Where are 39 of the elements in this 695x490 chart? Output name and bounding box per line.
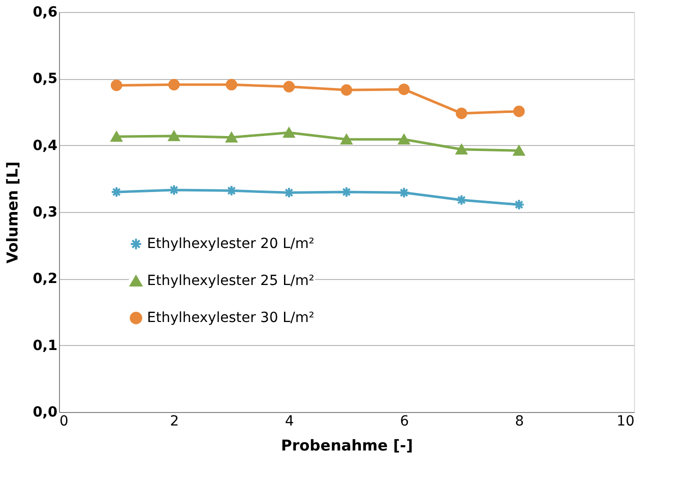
point: [398, 84, 410, 96]
point: [226, 132, 238, 142]
point: [340, 134, 352, 144]
y-axis-title: Volumen [L]: [4, 162, 22, 264]
point: [340, 84, 352, 96]
x-tick-label: 4: [285, 414, 294, 430]
legend-label: Ethylhexylester 30 L/m²: [147, 310, 314, 326]
x-tick-label: 2: [170, 414, 179, 430]
point: [283, 186, 295, 198]
point: [283, 128, 295, 138]
x-axis-title: Probenahme [-]: [280, 436, 414, 454]
point: [168, 78, 180, 90]
y-tick-label: 0,4: [32, 138, 58, 154]
x-tick-label: 8: [515, 414, 524, 430]
point: [226, 78, 238, 90]
legend-label: Ethylhexylester 20 L/m²: [147, 236, 314, 252]
point: [456, 194, 468, 206]
x-tick-label: 6: [400, 414, 410, 430]
y-tick-label: 0,1: [32, 338, 58, 354]
point: [456, 144, 468, 154]
y-tick-label: 0,6: [32, 4, 58, 20]
point: [226, 184, 238, 196]
y-tick-label: 0,3: [32, 204, 58, 220]
x-tick-label: 0: [60, 414, 68, 430]
point: [110, 80, 122, 92]
point: [456, 108, 468, 120]
point: [168, 130, 180, 142]
y-tick-label: 0,0: [32, 404, 58, 420]
point: [513, 146, 525, 156]
y-tick-label: 0,2: [32, 271, 58, 288]
point: [110, 132, 122, 142]
point: [513, 106, 525, 118]
point: [398, 186, 410, 198]
point: [283, 80, 295, 92]
y-tick-label: 0,5: [32, 71, 58, 88]
point: [513, 198, 525, 210]
point: [398, 134, 410, 144]
legend-label: Ethylhexylester 25 L/m²: [147, 273, 314, 289]
x-tick-label: 10: [616, 414, 634, 430]
